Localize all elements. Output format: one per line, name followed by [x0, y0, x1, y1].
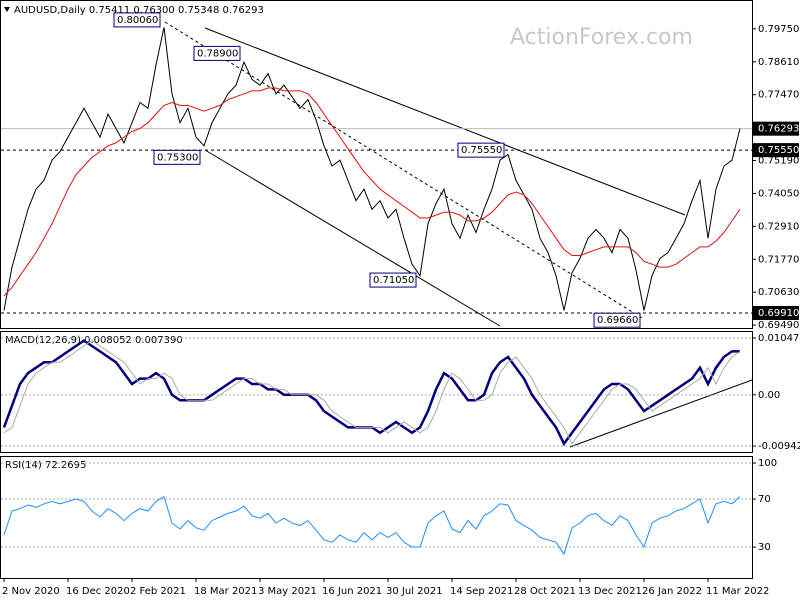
x-tick-label: 13 Dec 2021 [578, 586, 642, 597]
y-tick-label: 0.010472 [758, 333, 800, 344]
x-tick-label: 11 Mar 2022 [706, 586, 769, 597]
menu-arrow [4, 7, 10, 12]
annotation-label: 0.75300 [157, 152, 198, 163]
y-tick-label: -0.009426 [758, 441, 800, 452]
x-tick-label: 14 Sep 2021 [450, 586, 513, 597]
y-tick-label: 0.74050 [758, 188, 799, 199]
x-tick-label: 30 Jul 2021 [386, 586, 443, 597]
x-tick-label: 28 Oct 2021 [514, 586, 576, 597]
annotation-box [193, 45, 241, 61]
x-tick-label: 2 Feb 2021 [130, 586, 186, 597]
y-tick-label: 0.71770 [758, 254, 799, 265]
chart-title: AUDUSD,Daily 0.75411 0.76300 0.75348 0.7… [14, 5, 264, 16]
annotation-box [369, 272, 417, 288]
x-tick-label: 16 Jun 2021 [322, 586, 382, 597]
annotation-box [457, 142, 505, 158]
x-tick-label: 2 Nov 2020 [2, 586, 60, 597]
series-line [3, 339, 741, 445]
y-tick-label: 0.77470 [758, 90, 799, 101]
y-tick-label: 0.78610 [758, 57, 799, 68]
rsi-title: RSI(14) 72.2695 [5, 460, 86, 471]
x-tick-label: 18 Mar 2021 [194, 586, 257, 597]
x-tick-label: 16 Dec 2020 [66, 586, 130, 597]
y-tick-label: 0.79750 [758, 24, 799, 35]
level-tag [753, 305, 799, 320]
macd-title: MACD(12,26,9) 0.008052 0.007390 [5, 335, 183, 346]
y-tick-label: 0.69490 [758, 320, 799, 331]
annotation-box [593, 312, 641, 328]
last-price-label: 0.76293 [758, 124, 799, 135]
annotation-label: 0.78900 [197, 48, 238, 59]
y-tick-label: 70 [758, 494, 771, 505]
annotation-box [153, 149, 201, 165]
series-line [3, 87, 741, 297]
last-price-tag [753, 121, 799, 136]
annotation-label: 0.80060 [117, 15, 158, 26]
level-tag [753, 143, 799, 158]
annotation-label: 0.75550 [461, 145, 502, 156]
y-tick-label: 100 [758, 458, 777, 469]
annotation-box [113, 12, 161, 28]
y-tick-label: 0.70630 [758, 287, 799, 298]
rsi-panel [0, 456, 753, 579]
series-line [3, 27, 741, 311]
trend-line [204, 27, 686, 216]
annotation-label: 0.71050 [373, 275, 414, 286]
trend-line [204, 149, 501, 327]
macd-trend-line [569, 379, 753, 448]
y-tick-label: 30 [758, 542, 771, 553]
level-label: 0.69910 [758, 308, 799, 319]
y-tick-label: 0.75190 [758, 156, 799, 167]
price-panel [0, 0, 753, 329]
series-line [3, 495, 741, 556]
watermark: ActionForex.com [510, 25, 693, 50]
level-label: 0.75550 [758, 145, 799, 156]
y-tick-label: 0.72910 [758, 221, 799, 232]
x-tick-label: 26 Jan 2022 [642, 586, 702, 597]
annotation-label: 0.69660 [597, 315, 638, 326]
x-tick-label: 3 May 2021 [258, 586, 317, 597]
macd-panel [0, 331, 753, 453]
y-tick-label: 0.00 [758, 390, 780, 401]
